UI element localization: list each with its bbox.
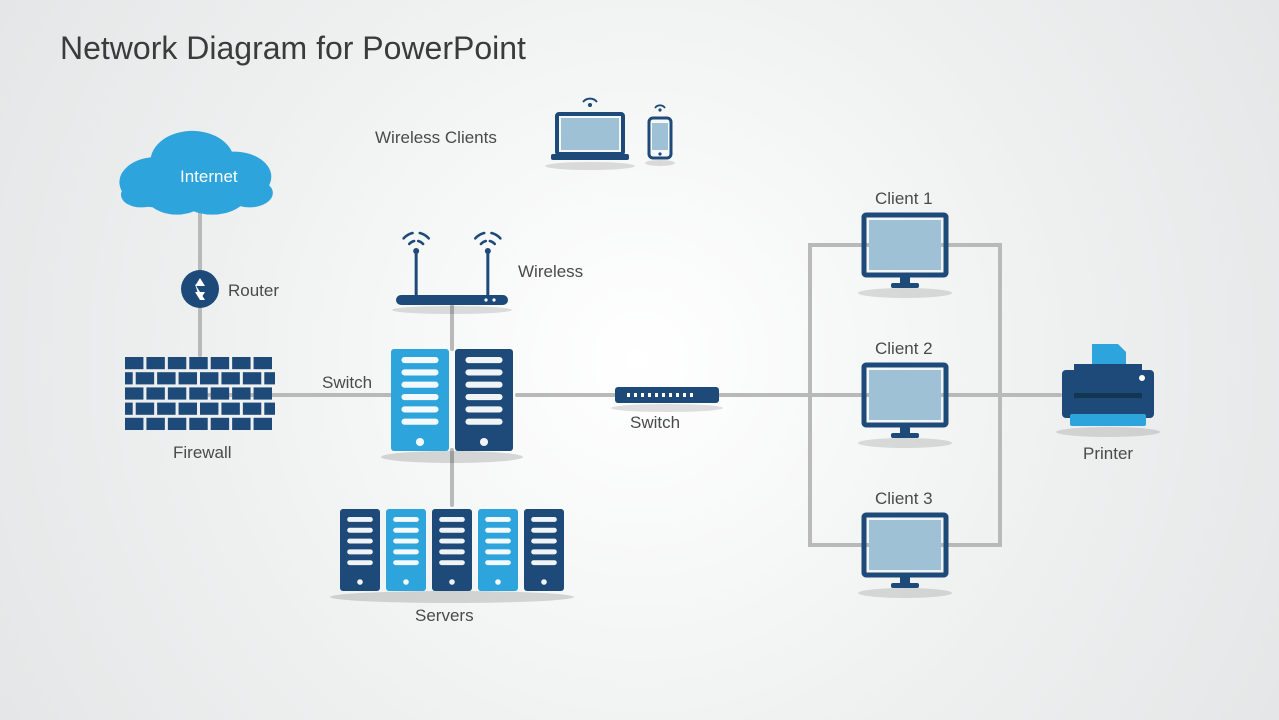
printer-label: Printer xyxy=(1083,444,1133,464)
printer-icon xyxy=(0,0,1279,720)
